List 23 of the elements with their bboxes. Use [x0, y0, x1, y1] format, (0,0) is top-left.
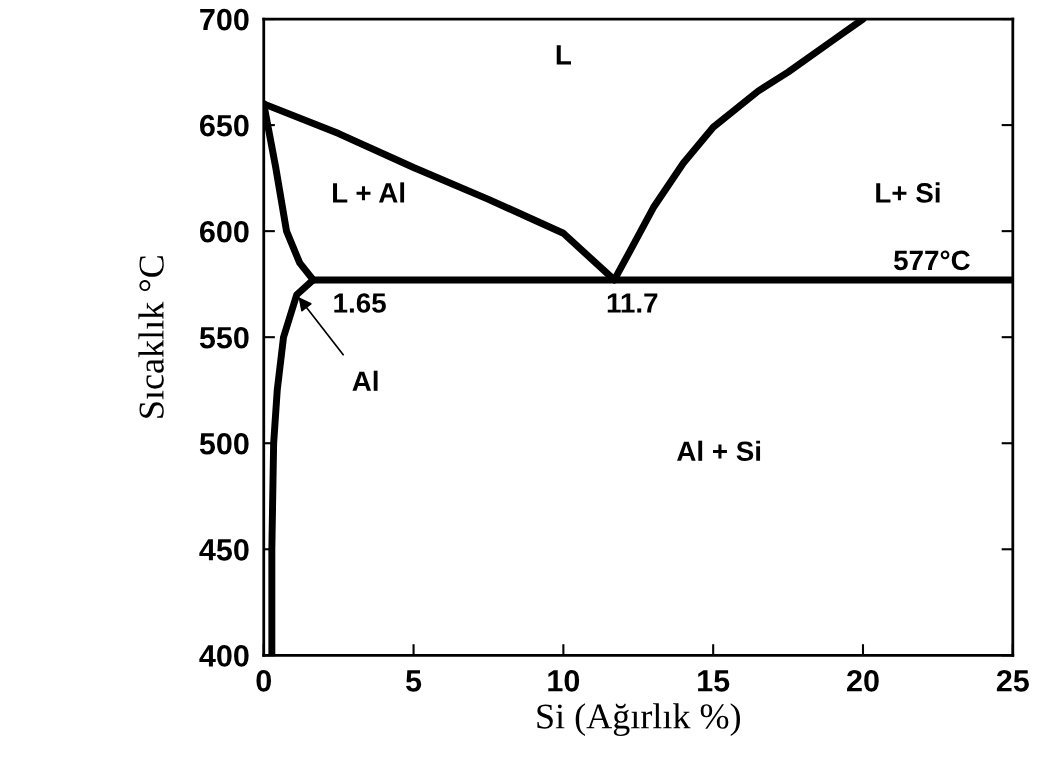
x-tick-label: 0 [256, 670, 271, 692]
x-axis-title: Si (Ağırlık %) [537, 703, 740, 737]
annotation: L [556, 45, 571, 65]
annotation: Al [352, 370, 378, 391]
annotation: L + Al [333, 182, 405, 203]
x-tick-label: 10 [548, 670, 580, 692]
x-tick-label: 5 [406, 670, 422, 692]
annotation: 577°C [894, 250, 970, 271]
y-tick-label: 450 [199, 539, 249, 561]
y-tick-label: 400 [199, 645, 249, 667]
annotation: 11.7 [607, 293, 658, 313]
y-axis-title: Sıcaklık °C [138, 256, 164, 418]
x-tick-label: 25 [996, 670, 1029, 692]
y-tick-label: 550 [199, 326, 249, 349]
y-tick-label: 500 [199, 432, 249, 455]
annotation: L+ Si [876, 182, 940, 203]
y-tick-label: 600 [200, 220, 249, 243]
annotation: 1.65 [334, 293, 386, 313]
x-tick-label: 15 [698, 670, 730, 692]
x-tick-label: 20 [847, 670, 879, 692]
y-tick-label: 700 [200, 8, 249, 31]
annotation: Al + Si [677, 440, 761, 462]
y-tick-label: 650 [200, 114, 249, 137]
